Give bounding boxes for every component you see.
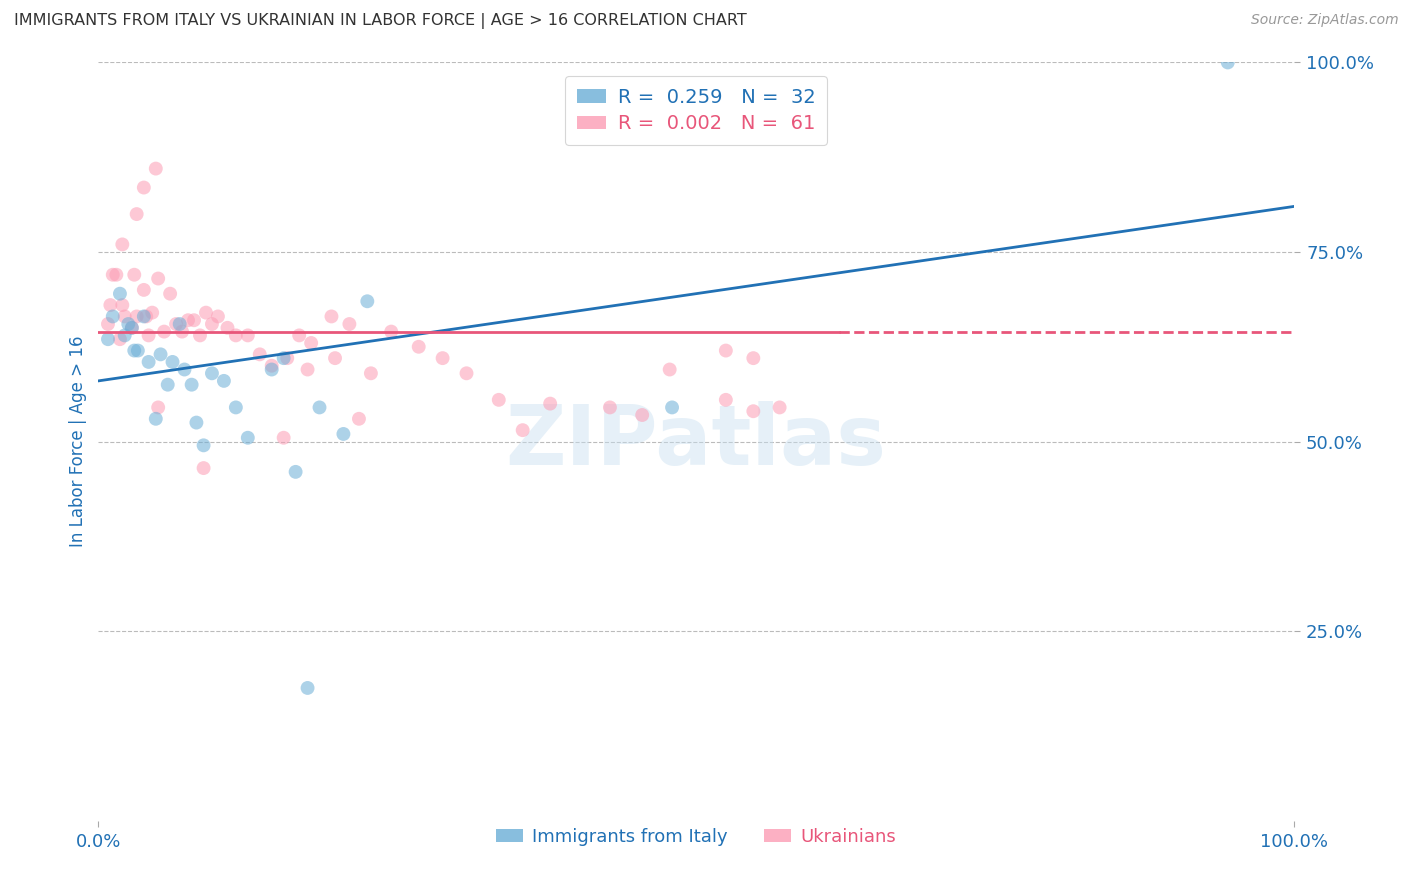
- Point: [661, 401, 683, 415]
- Point: [356, 294, 378, 309]
- Point: [114, 310, 136, 324]
- Point: [347, 412, 370, 426]
- Point: [149, 347, 172, 361]
- Point: [159, 286, 181, 301]
- Point: [273, 431, 295, 445]
- Point: [308, 401, 330, 415]
- Point: [173, 362, 195, 376]
- Point: [114, 328, 136, 343]
- Point: [153, 325, 176, 339]
- Point: [288, 328, 311, 343]
- Point: [360, 366, 382, 380]
- Point: [121, 320, 143, 334]
- Point: [456, 366, 478, 380]
- Point: [297, 681, 319, 695]
- Text: Source: ZipAtlas.com: Source: ZipAtlas.com: [1251, 13, 1399, 28]
- Point: [297, 362, 319, 376]
- Point: [321, 310, 343, 324]
- Point: [135, 310, 157, 324]
- Point: [186, 416, 208, 430]
- Text: ZIPatlas: ZIPatlas: [506, 401, 886, 482]
- Point: [260, 362, 283, 376]
- Point: [380, 325, 402, 339]
- Point: [172, 325, 194, 339]
- Point: [1216, 55, 1239, 70]
- Point: [599, 401, 621, 415]
- Point: [193, 438, 215, 452]
- Point: [138, 328, 160, 343]
- Point: [138, 355, 160, 369]
- Point: [207, 310, 229, 324]
- Point: [141, 305, 163, 319]
- Point: [276, 351, 298, 366]
- Point: [105, 268, 128, 282]
- Point: [148, 401, 170, 415]
- Point: [98, 298, 122, 312]
- Point: [217, 320, 239, 334]
- Point: [212, 374, 235, 388]
- Point: [299, 335, 322, 350]
- Point: [658, 362, 681, 376]
- Point: [512, 423, 534, 437]
- Point: [284, 465, 307, 479]
- Point: [108, 286, 131, 301]
- Point: [132, 310, 155, 324]
- Point: [111, 237, 134, 252]
- Point: [108, 332, 131, 346]
- Point: [273, 351, 295, 366]
- Point: [145, 412, 167, 426]
- Point: [145, 161, 167, 176]
- Point: [121, 320, 143, 334]
- Legend: Immigrants from Italy, Ukrainians: Immigrants from Italy, Ukrainians: [489, 821, 903, 854]
- Point: [323, 351, 346, 366]
- Point: [193, 461, 215, 475]
- Point: [97, 332, 120, 346]
- Point: [148, 271, 170, 285]
- Point: [249, 347, 271, 361]
- Point: [101, 268, 124, 282]
- Point: [538, 396, 561, 410]
- Point: [714, 392, 737, 407]
- Point: [201, 366, 224, 380]
- Point: [127, 343, 149, 358]
- Point: [124, 268, 146, 282]
- Point: [111, 298, 134, 312]
- Point: [97, 317, 120, 331]
- Point: [165, 317, 187, 331]
- Point: [236, 328, 259, 343]
- Point: [117, 317, 139, 331]
- Point: [332, 427, 354, 442]
- Text: IMMIGRANTS FROM ITALY VS UKRAINIAN IN LABOR FORCE | AGE > 16 CORRELATION CHART: IMMIGRANTS FROM ITALY VS UKRAINIAN IN LA…: [14, 13, 747, 29]
- Point: [180, 377, 202, 392]
- Point: [195, 305, 218, 319]
- Point: [408, 340, 430, 354]
- Point: [260, 359, 283, 373]
- Y-axis label: In Labor Force | Age > 16: In Labor Force | Age > 16: [69, 335, 87, 548]
- Point: [631, 408, 654, 422]
- Point: [101, 310, 124, 324]
- Point: [132, 283, 155, 297]
- Point: [188, 328, 211, 343]
- Point: [124, 343, 146, 358]
- Point: [236, 431, 259, 445]
- Point: [225, 328, 247, 343]
- Point: [201, 317, 224, 331]
- Point: [132, 180, 155, 194]
- Point: [162, 355, 184, 369]
- Point: [169, 317, 191, 331]
- Point: [432, 351, 454, 366]
- Point: [768, 401, 790, 415]
- Point: [183, 313, 205, 327]
- Point: [177, 313, 200, 327]
- Point: [714, 343, 737, 358]
- Point: [742, 404, 765, 418]
- Point: [125, 207, 148, 221]
- Point: [742, 351, 765, 366]
- Point: [156, 377, 179, 392]
- Point: [339, 317, 361, 331]
- Point: [225, 401, 247, 415]
- Point: [125, 310, 148, 324]
- Point: [488, 392, 510, 407]
